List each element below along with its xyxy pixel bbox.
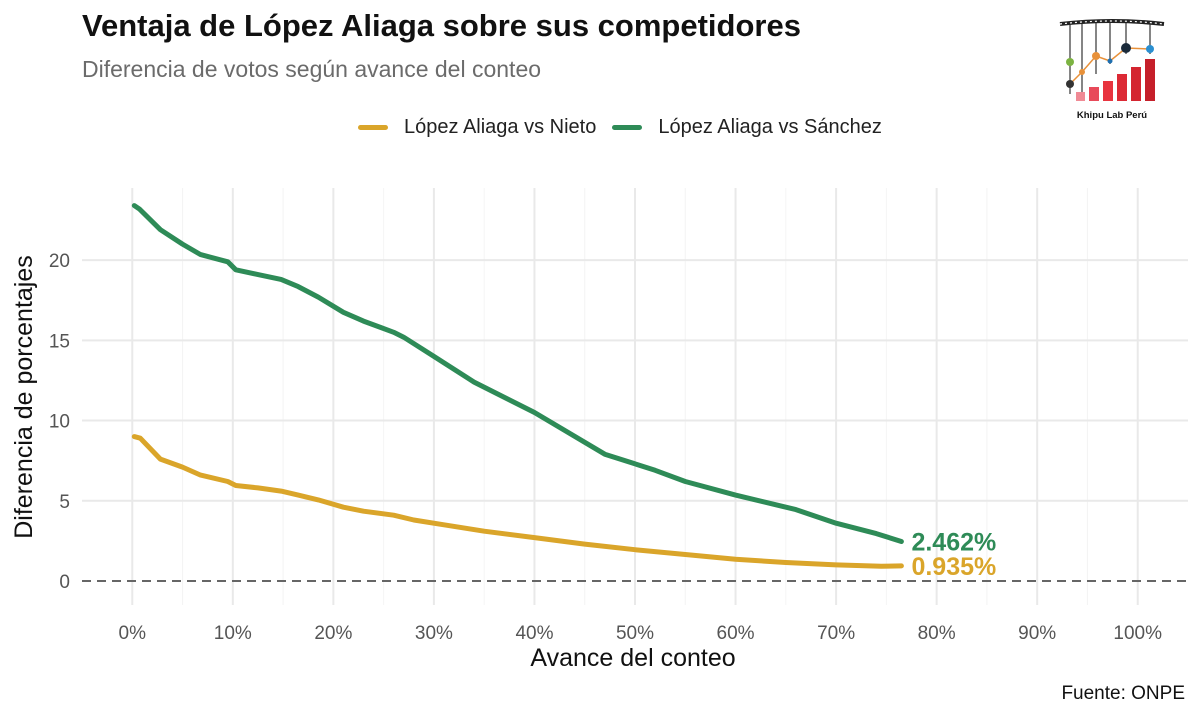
khipu-logo-icon [1059, 19, 1165, 101]
end-label-sanchez: 2.462% [911, 528, 996, 556]
y-tick-label: 0 [59, 572, 70, 593]
chart-title: Ventaja de López Aliaga sobre sus compet… [82, 8, 801, 43]
x-tick-label: 60% [717, 623, 755, 644]
x-tick-label: 50% [616, 623, 654, 644]
x-tick-label: 90% [1018, 623, 1056, 644]
x-tick-label: 30% [415, 623, 453, 644]
x-tick-label: 20% [314, 623, 352, 644]
end-label-nieto: 0.935% [911, 553, 996, 581]
x-tick-label: 40% [515, 623, 553, 644]
legend-label-nieto: López Aliaga vs Nieto [404, 116, 597, 138]
y-tick-label: 10 [49, 412, 70, 433]
logo-text: Khipu Lab Perú [1076, 110, 1148, 121]
khipu-lab-logo: Khipu Lab Perú [1056, 14, 1168, 124]
x-tick-label: 0% [119, 623, 147, 644]
data-labels: 0.935%2.462% [911, 528, 996, 580]
legend: López Aliaga vs Nieto López Aliaga vs Sá… [358, 116, 898, 139]
legend-item-sanchez: López Aliaga vs Sánchez [612, 116, 882, 139]
y-tick-label: 20 [49, 251, 70, 272]
x-tick-label: 10% [214, 623, 252, 644]
y-axis-title: Diferencia de porcentajes [10, 255, 38, 539]
source-note: Fuente: ONPE [1061, 683, 1185, 704]
y-tick-label: 15 [49, 331, 70, 352]
chart-subtitle: Diferencia de votos según avance del con… [82, 56, 542, 82]
grid [82, 188, 1188, 605]
legend-swatch-sanchez [612, 125, 643, 130]
tick-labels: 0% 10% 20% 30% 40% 50% 60% 70% 80% 90% 100% 0 5 10 15 2… [49, 251, 1162, 644]
x-tick-label: 70% [817, 623, 855, 644]
legend-label-sanchez: López Aliaga vs Sánchez [658, 116, 882, 138]
x-tick-label: 80% [918, 623, 956, 644]
x-tick-label: 100% [1113, 623, 1162, 644]
series-lines [131, 203, 904, 569]
series-line-nieto [131, 434, 904, 569]
y-tick-label: 5 [59, 492, 70, 513]
series-line-sanchez [131, 203, 904, 544]
legend-swatch-nieto [358, 125, 388, 130]
x-axis-title: Avance del conteo [530, 644, 735, 672]
legend-item-nieto: López Aliaga vs Nieto [358, 116, 596, 139]
